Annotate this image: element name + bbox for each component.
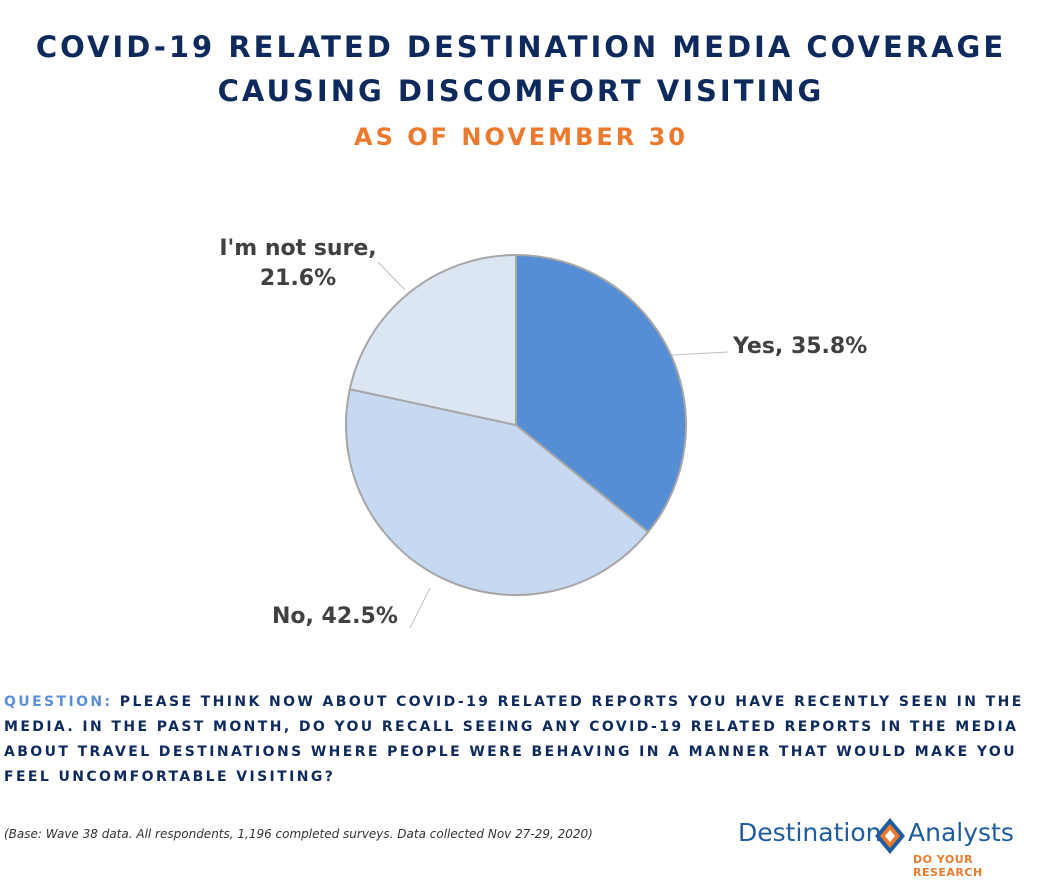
data-label: No, 42.5%: [272, 604, 398, 629]
data-label: Yes, 35.8%: [732, 334, 867, 359]
pie-slice-no: [345, 387, 650, 596]
leader-line: [409, 587, 431, 629]
survey-question: QUESTION: PLEASE THINK NOW ABOUT COVID-1…: [4, 690, 1024, 790]
chart-title-line-2: CAUSING DISCOMFORT VISITING: [217, 74, 825, 108]
chart-subtitle: AS OF NOVEMBER 30: [354, 123, 688, 151]
pie-slice-i-m-not-sure: [348, 253, 517, 427]
logo-tagline: DO YOUR RESEARCH: [913, 853, 983, 879]
pie-chart: Yes, 35.8% No, 42.5% I'm not sure, 21.6%: [219, 236, 867, 629]
logo-word-analysts: Analysts: [908, 818, 1014, 847]
leader-line: [671, 351, 729, 356]
base-note: (Base: Wave 38 data. All respondents, 1,…: [4, 827, 593, 841]
chart-title-line-1: COVID-19 RELATED DESTINATION MEDIA COVER…: [35, 30, 1007, 64]
pie-slice-yes: [515, 253, 687, 534]
destination-analysts-logo: Destination Analysts DO YOUR RESEARCH: [738, 814, 1038, 879]
question-text: PLEASE THINK NOW ABOUT COVID-19 RELATED …: [4, 694, 1024, 785]
leader-line: [377, 261, 406, 291]
logo-word-destination: Destination: [738, 818, 882, 847]
question-label: QUESTION:: [4, 694, 113, 710]
data-label: I'm not sure, 21.6%: [219, 236, 376, 291]
logo-diamond-icon: [875, 818, 905, 854]
